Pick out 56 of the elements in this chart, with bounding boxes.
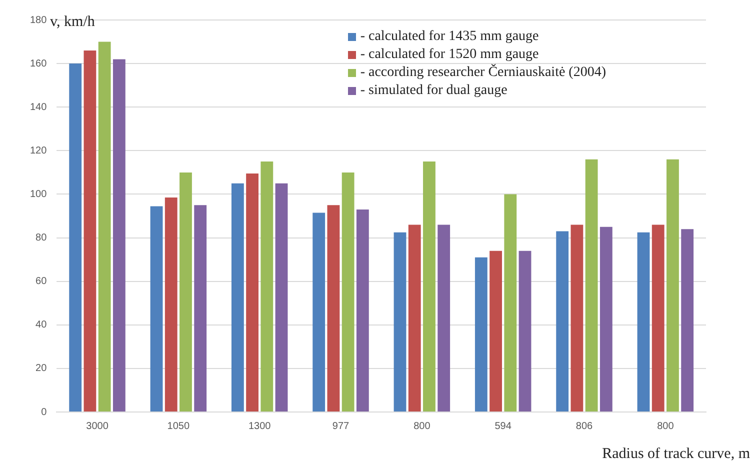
bar [556, 231, 569, 412]
bar [666, 159, 679, 412]
bar [180, 172, 192, 412]
y-tick-label: 80 [36, 232, 48, 244]
y-tick-label: 140 [30, 102, 48, 113]
bar [637, 232, 650, 412]
y-tick-label: 100 [30, 188, 48, 200]
bar [681, 229, 694, 412]
bar [438, 224, 450, 412]
bar [600, 226, 612, 412]
x-tick-label: 806 [576, 420, 594, 432]
legend-label: - calculated for 1520 mm gauge [360, 46, 539, 64]
y-tick-label: 120 [30, 145, 48, 156]
y-tick-label: 0 [41, 406, 48, 418]
x-tick-label: 3000 [86, 420, 109, 432]
bar [518, 250, 532, 412]
legend-label: - calculated for 1435 mm gauge [360, 28, 539, 46]
bar [260, 162, 274, 412]
bar [98, 42, 111, 412]
x-tick-label: 800 [414, 420, 431, 432]
y-tick-label: 180 [30, 14, 48, 26]
bar [312, 212, 326, 412]
bar [423, 162, 436, 412]
legend-label: - according researcher Černiauskaitė (2004) [360, 64, 606, 82]
y-tick-label: 40 [36, 320, 48, 331]
bar [570, 224, 584, 412]
bar [150, 206, 163, 412]
bar [342, 172, 354, 412]
x-tick-label: 977 [332, 420, 350, 432]
bar [474, 257, 488, 412]
bar [69, 64, 82, 412]
bar [652, 224, 664, 412]
y-tick-label: 60 [36, 276, 48, 288]
y-tick-label: 20 [36, 363, 48, 374]
legend-label: - simulated for dual gauge [360, 82, 508, 100]
bar [394, 232, 406, 412]
bar [408, 224, 421, 412]
bar [164, 197, 178, 412]
bar [112, 59, 126, 412]
bar [356, 209, 369, 412]
bar [504, 194, 517, 412]
bar [275, 183, 288, 412]
bar [246, 174, 258, 412]
bar [327, 205, 340, 412]
bar [84, 50, 96, 412]
x-axis-title: Radius of track curve, m [602, 446, 750, 463]
bar [231, 183, 244, 412]
x-tick-label: 594 [494, 420, 512, 432]
y-tick-label: 160 [30, 58, 48, 70]
x-tick-label: 1300 [248, 420, 272, 432]
y-axis-title: v, km/h [50, 14, 95, 31]
x-tick-label: 800 [657, 420, 674, 432]
bar [490, 250, 502, 412]
bar [585, 159, 598, 412]
x-tick-label: 1050 [167, 420, 190, 432]
bar [194, 205, 207, 412]
